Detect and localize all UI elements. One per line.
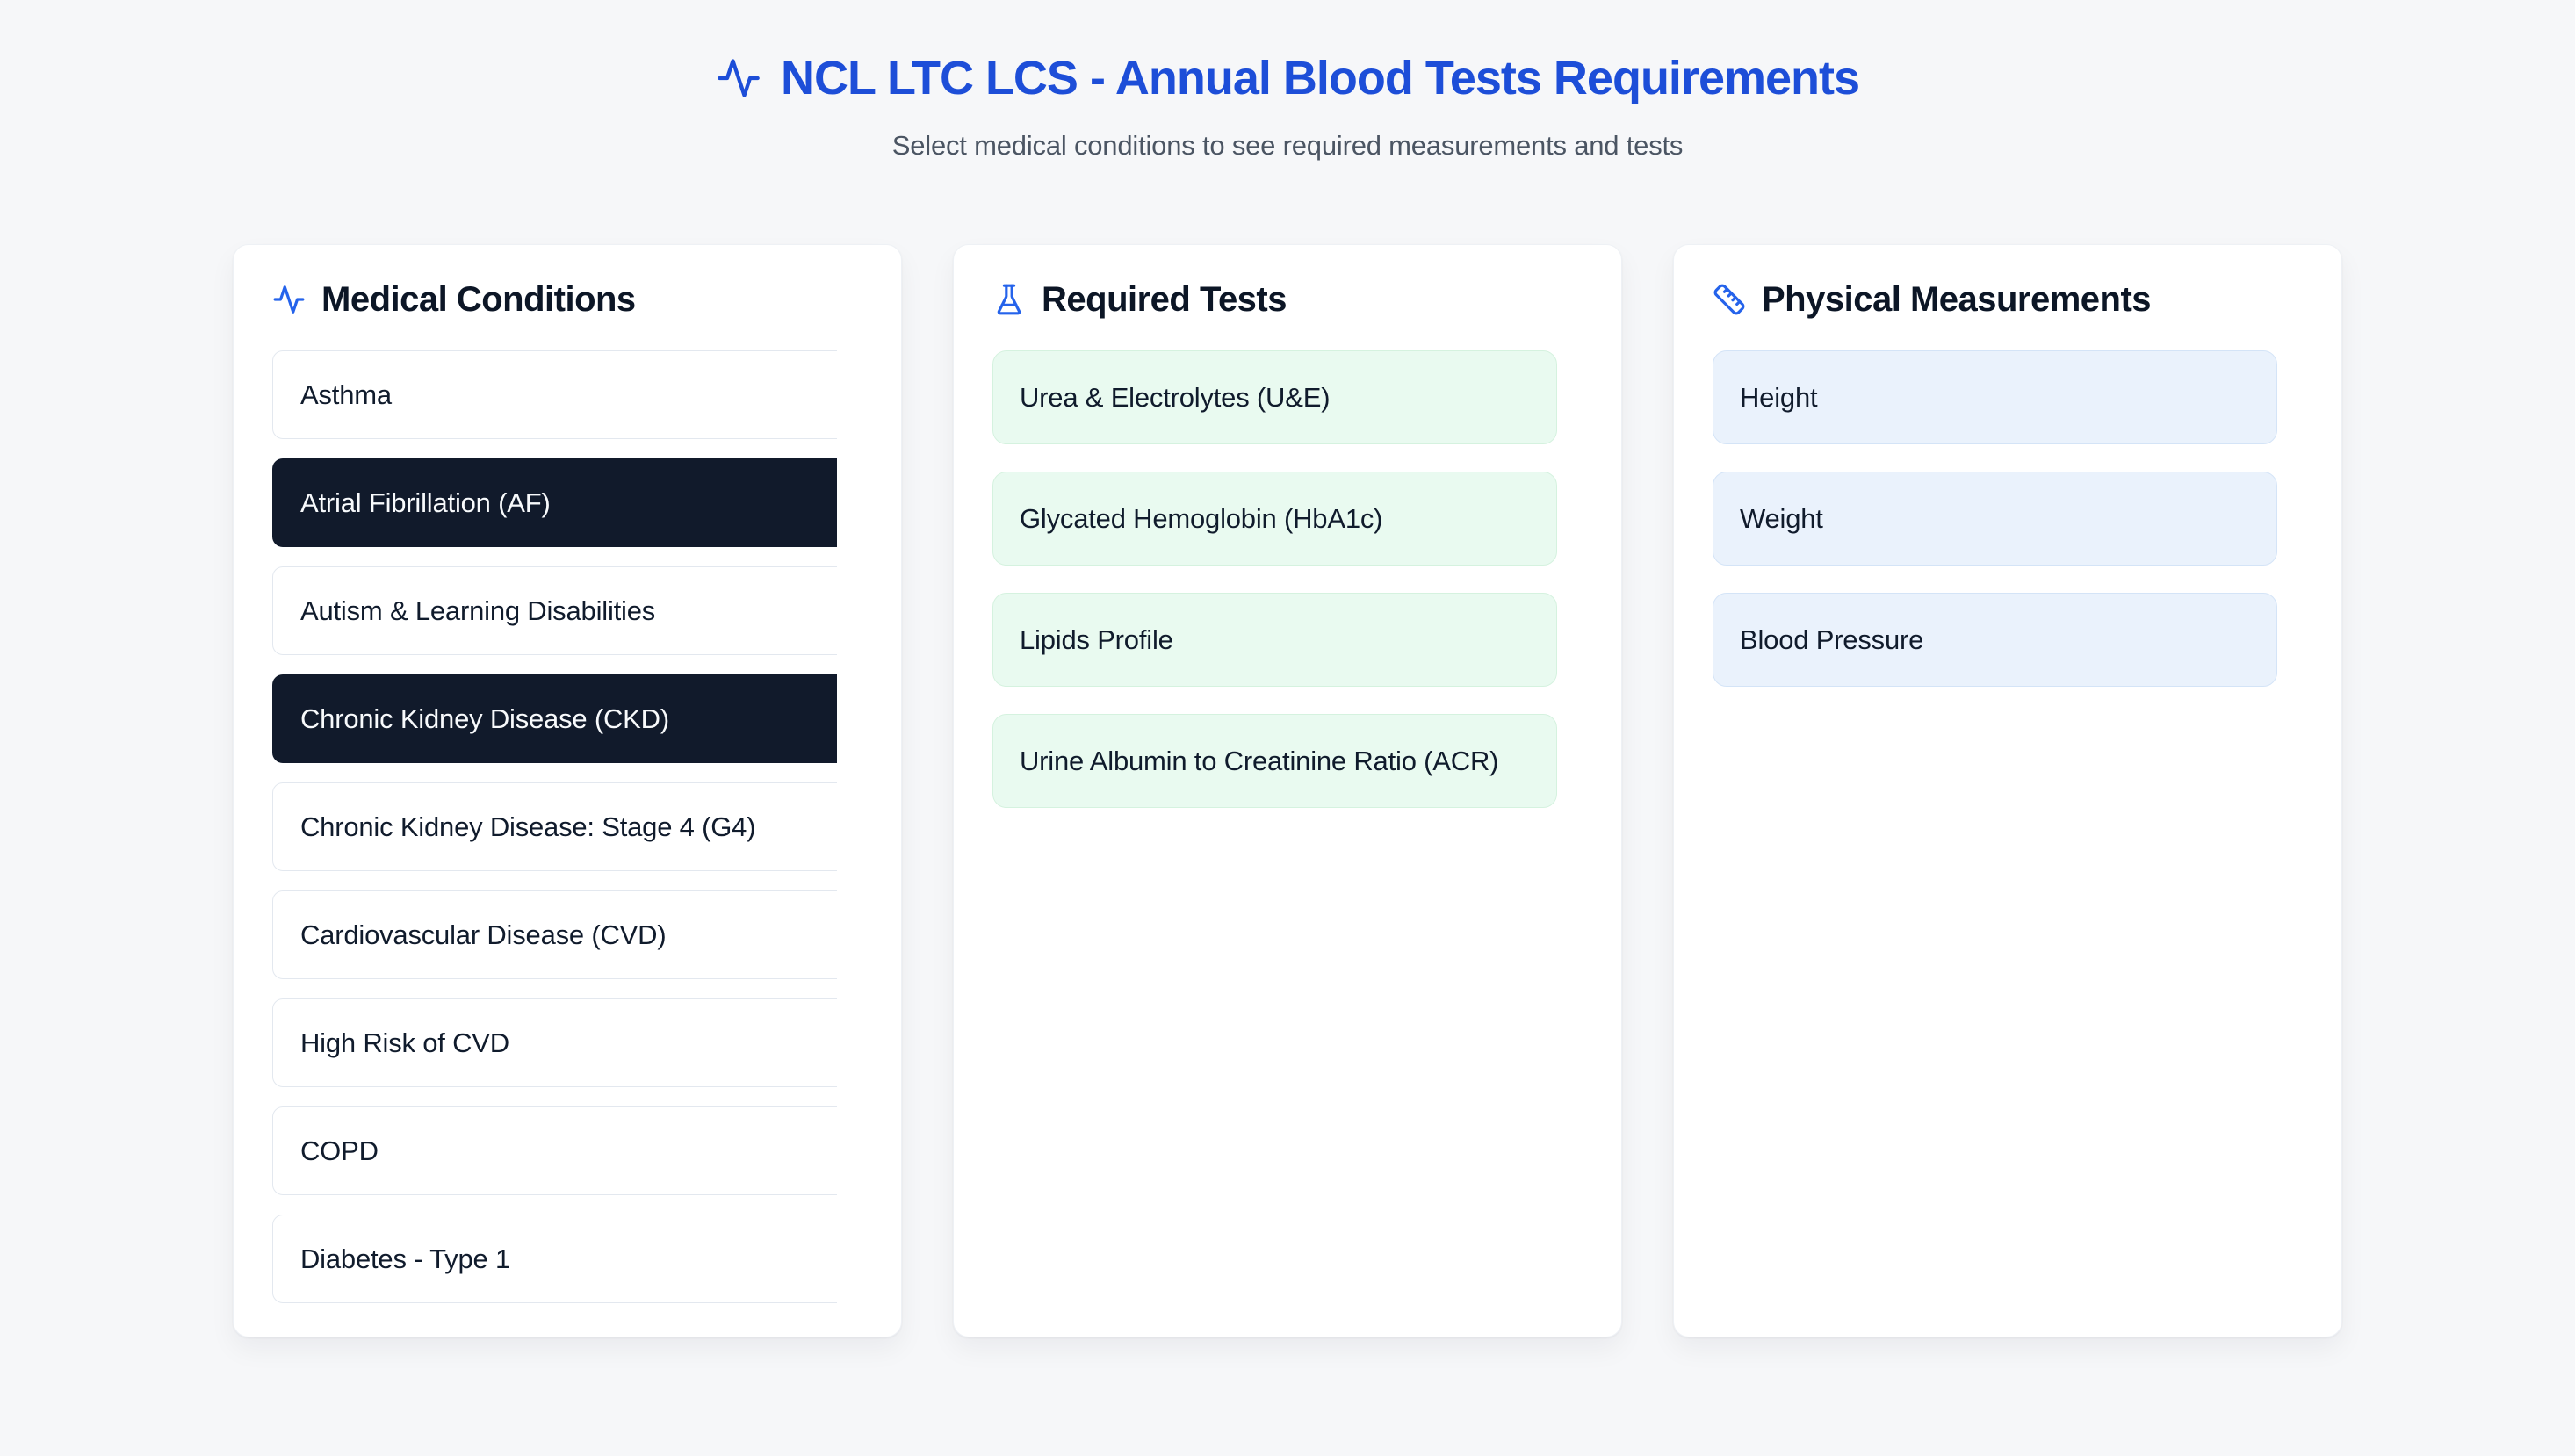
page-title: NCL LTC LCS - Annual Blood Tests Require… xyxy=(780,52,1860,105)
flask-icon xyxy=(997,284,1021,315)
panel-physical-measurements: Physical Measurements Height Weight Blood … xyxy=(1673,244,2342,1337)
panel-required-tests-header: Required Tests xyxy=(992,278,1557,321)
page-header: NCL LTC LCS - Annual Blood Tests Require… xyxy=(0,0,2575,163)
panel-title: Physical Measurements xyxy=(1762,280,2152,319)
panel-required-tests: Required Tests Urea & Electrolytes (U&E)… xyxy=(953,244,1622,1337)
panels-row: Medical Conditions Asthma Atrial Fibrilla… xyxy=(0,244,2575,1337)
test-item: Urea & Electrolytes (U&E) xyxy=(992,350,1557,444)
measurements-list: Height Weight Blood Pressure xyxy=(1713,350,2277,1303)
measurement-item: Height xyxy=(1713,350,2277,444)
condition-item[interactable]: High Risk of CVD xyxy=(272,998,837,1087)
measurement-item: Weight xyxy=(1713,472,2277,566)
conditions-list[interactable]: Asthma Atrial Fibrillation (AF) Autism & L… xyxy=(272,350,837,1303)
condition-item[interactable]: COPD xyxy=(272,1106,837,1195)
measurement-item: Blood Pressure xyxy=(1713,593,2277,687)
condition-item[interactable]: Cardiovascular Disease (CVD) xyxy=(272,890,837,979)
panel-physical-measurements-header: Physical Measurements xyxy=(1713,278,2277,321)
condition-item[interactable]: Atrial Fibrillation (AF) xyxy=(272,458,837,547)
panel-title: Required Tests xyxy=(1042,280,1288,319)
test-item: Lipids Profile xyxy=(992,593,1557,687)
test-item: Urine Albumin to Creatinine Ratio (ACR) xyxy=(992,714,1557,808)
page-subtitle: Select medical conditions to see require… xyxy=(891,130,1684,161)
activity-icon xyxy=(718,59,760,97)
condition-item[interactable]: Chronic Kidney Disease (CKD) xyxy=(272,674,837,763)
condition-item[interactable]: Diabetes - Type 1 xyxy=(272,1215,837,1303)
condition-item[interactable]: Autism & Learning Disabilities xyxy=(272,566,837,655)
required-tests-list: Urea & Electrolytes (U&E) Glycated Hemogl… xyxy=(992,350,1557,1303)
ruler-icon xyxy=(1713,284,1745,315)
activity-icon xyxy=(273,285,305,314)
panel-medical-conditions: Medical Conditions Asthma Atrial Fibrilla… xyxy=(233,244,902,1337)
title-row: NCL LTC LCS - Annual Blood Tests Require… xyxy=(0,46,2575,111)
test-item: Glycated Hemoglobin (HbA1c) xyxy=(992,472,1557,566)
condition-item[interactable]: Asthma xyxy=(272,350,837,439)
panel-medical-conditions-header: Medical Conditions xyxy=(272,278,837,321)
condition-item[interactable]: Chronic Kidney Disease: Stage 4 (G4) xyxy=(272,782,837,871)
panel-title: Medical Conditions xyxy=(321,280,636,319)
